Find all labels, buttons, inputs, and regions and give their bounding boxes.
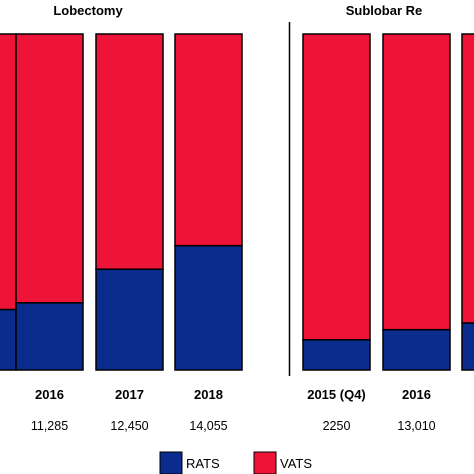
count-label-p0-c3: 14,055 xyxy=(189,419,227,433)
count-label-p1-c0: 2250 xyxy=(323,419,351,433)
count-label-p1-c1: 13,010 xyxy=(397,419,435,433)
tick-label-p0-c3: 2018 xyxy=(194,387,223,402)
legend-swatch-vats xyxy=(253,451,277,474)
bars-layer xyxy=(0,33,474,371)
legend-label-rats: RATS xyxy=(186,456,220,471)
tick-label-p1-c0: 2015 (Q4) xyxy=(307,387,366,402)
count-label-p0-c2: 12,450 xyxy=(110,419,148,433)
bar-rats-p1-c2 xyxy=(461,322,474,371)
bar-vats-p0-c0 xyxy=(0,33,17,311)
legend-swatch-rats xyxy=(159,451,183,474)
bar-rats-p0-c3 xyxy=(174,244,243,371)
count-label-p0-c1: 11,285 xyxy=(31,419,68,433)
panel-title-lobectomy: Lobectomy xyxy=(53,3,123,18)
bar-vats-p1-c2 xyxy=(461,33,474,324)
bar-vats-p0-c1 xyxy=(15,33,84,304)
bar-rats-p0-c0 xyxy=(0,308,17,371)
tick-label-p0-c1: 2016 xyxy=(35,387,64,402)
bar-vats-p0-c3 xyxy=(174,33,243,247)
bar-rats-p0-c2 xyxy=(95,268,164,371)
bar-vats-p1-c1 xyxy=(382,33,451,331)
bar-vats-p1-c0 xyxy=(302,33,371,341)
tick-label-p0-c2: 2017 xyxy=(115,387,144,402)
bar-vats-p0-c2 xyxy=(95,33,164,270)
legend: RATS VATS xyxy=(159,451,312,474)
legend-label-vats: VATS xyxy=(280,456,312,471)
tick-label-p1-c1: 2016 xyxy=(402,387,431,402)
bar-rats-p1-c0 xyxy=(302,339,371,371)
bar-rats-p1-c1 xyxy=(382,328,451,371)
bar-rats-p0-c1 xyxy=(15,302,84,371)
panel-title-sublobar: Sublobar Re xyxy=(346,3,423,18)
